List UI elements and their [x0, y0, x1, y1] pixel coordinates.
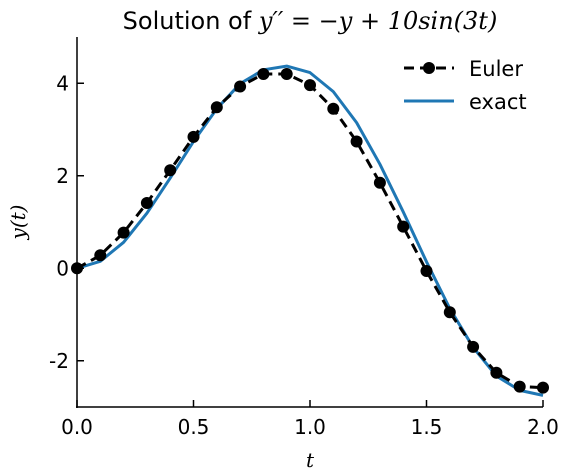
- series-point-euler: [397, 220, 410, 233]
- series-point-euler: [443, 306, 456, 319]
- x-tick-label: 2.0: [527, 415, 559, 439]
- series-point-euler: [257, 68, 270, 80]
- legend-label-euler: Euler: [469, 57, 523, 81]
- y-tick-label: -2: [49, 349, 69, 373]
- series-point-euler: [140, 197, 153, 209]
- series-point-euler: [164, 164, 177, 177]
- series-point-euler: [280, 68, 293, 80]
- series-point-euler: [537, 381, 549, 394]
- x-axis-label: t: [306, 448, 315, 472]
- series-point-euler: [234, 80, 247, 93]
- series-point-euler: [327, 102, 340, 115]
- series-point-euler: [467, 340, 480, 353]
- series-point-euler: [420, 265, 433, 277]
- series-point-euler: [513, 380, 526, 393]
- x-tick-label: 1.5: [411, 415, 443, 439]
- series-point-euler: [94, 249, 107, 262]
- chart-title: Solution of y′′ = −y + 10sin(3t): [123, 7, 498, 35]
- legend-marker-euler: [423, 62, 435, 74]
- x-tick-label: 0.0: [61, 415, 93, 439]
- series-point-euler: [490, 366, 503, 379]
- y-axis-label: y(t): [6, 205, 30, 241]
- y-tick-label: 2: [56, 164, 69, 188]
- plot-area: [71, 64, 549, 397]
- y-tick-label: 0: [56, 256, 69, 280]
- chart-title-text: Solution of: [123, 7, 259, 35]
- chart-title-equation: y′′ = −y + 10sin(3t): [258, 7, 498, 35]
- series-point-euler: [373, 176, 386, 189]
- series-line-euler: [76, 72, 544, 390]
- series-point-euler: [187, 130, 200, 143]
- x-tick-label: 0.5: [178, 415, 210, 439]
- y-tick-label: 4: [56, 71, 69, 95]
- axes: 0.0 0.5 1.0 1.5 2.0 -2 0 2 4: [49, 37, 559, 439]
- series-point-euler: [117, 226, 130, 239]
- legend: Euler exact: [404, 57, 527, 114]
- series-point-euler: [350, 135, 363, 148]
- series-point-euler: [210, 101, 223, 114]
- x-tick-label: 1.0: [294, 415, 326, 439]
- legend-label-exact: exact: [469, 90, 527, 114]
- series-point-euler: [304, 79, 316, 92]
